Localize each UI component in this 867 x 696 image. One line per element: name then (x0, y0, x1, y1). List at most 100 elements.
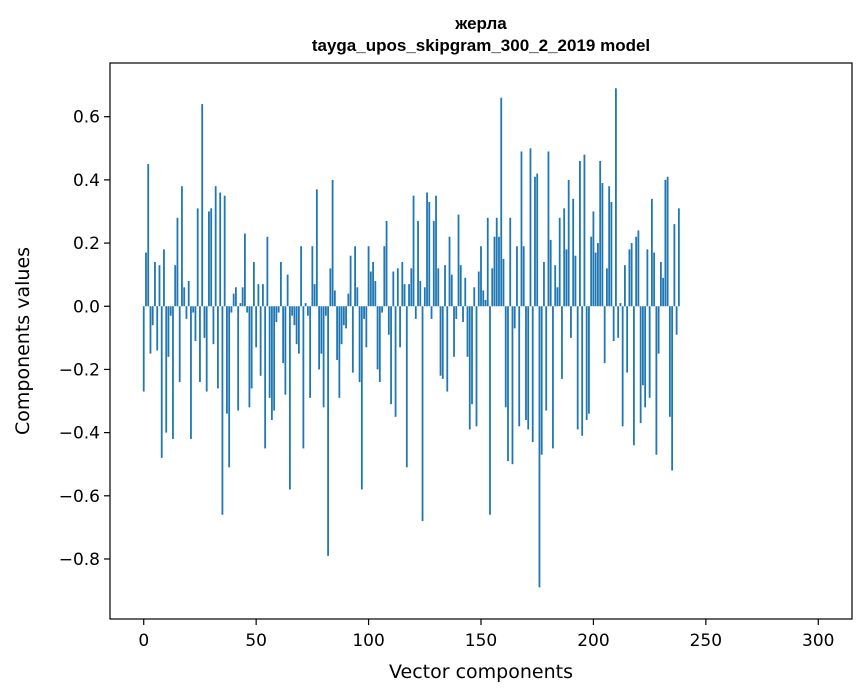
bar (302, 306, 305, 449)
bar (369, 271, 372, 307)
bar (565, 249, 568, 307)
bar (385, 220, 388, 307)
bar (615, 88, 617, 307)
bar (624, 265, 626, 307)
y-tick-label: 0.0 (73, 297, 100, 317)
bar (671, 306, 674, 471)
bar (423, 287, 426, 307)
bar (668, 306, 671, 417)
bar (356, 287, 359, 307)
bar (324, 306, 327, 316)
bar (378, 306, 381, 383)
bar (313, 284, 316, 307)
bar (246, 306, 249, 313)
bar (262, 284, 264, 307)
bar (279, 262, 282, 307)
bar (306, 306, 309, 316)
bar (558, 217, 561, 307)
bar (471, 306, 473, 405)
bar (320, 306, 323, 354)
bar (502, 258, 505, 307)
bar (630, 243, 633, 307)
bar (435, 195, 437, 307)
bar (387, 306, 390, 335)
bar (345, 306, 347, 329)
bar (232, 293, 235, 307)
bar (500, 97, 503, 307)
bar (365, 306, 368, 348)
bar (210, 208, 213, 307)
x-axis-label: Vector components (389, 661, 573, 683)
bar (448, 236, 451, 307)
bar (610, 202, 613, 307)
y-tick-label: −0.6 (59, 487, 100, 507)
bar (455, 306, 458, 319)
bar (650, 198, 653, 307)
bar (601, 183, 604, 307)
bar (253, 262, 255, 307)
bar (543, 262, 545, 307)
bar (450, 274, 453, 307)
bar (156, 306, 159, 351)
bar (405, 306, 408, 468)
bar (583, 154, 586, 307)
bar (288, 306, 291, 490)
bar (212, 306, 215, 345)
bar (275, 306, 278, 323)
bar (536, 173, 539, 307)
bar (653, 252, 656, 307)
bar (244, 233, 246, 307)
bar (291, 306, 294, 316)
bar (273, 306, 276, 411)
bar (331, 179, 334, 307)
bar (538, 306, 541, 588)
bar (311, 246, 314, 307)
bar (574, 255, 577, 307)
bar (315, 189, 318, 307)
bar (590, 236, 593, 307)
x-tick-label: 200 (577, 631, 609, 651)
bar (329, 268, 332, 307)
bar (628, 249, 631, 307)
bar (462, 306, 464, 323)
bar (226, 306, 228, 414)
bar (403, 284, 406, 307)
bar (677, 208, 680, 307)
bar (194, 306, 197, 341)
bar (509, 217, 512, 307)
bar (522, 246, 525, 307)
bar (457, 214, 460, 307)
bar (516, 246, 518, 307)
bar (241, 287, 244, 307)
bar (230, 306, 233, 313)
bar (300, 246, 303, 307)
bar (192, 306, 195, 313)
bar (351, 306, 354, 373)
bar (270, 306, 273, 420)
bar (257, 284, 260, 307)
bar (327, 306, 329, 556)
bar (518, 306, 521, 427)
bar (480, 246, 482, 307)
bar (208, 211, 210, 307)
bar (214, 186, 217, 307)
bar (621, 306, 624, 427)
bar (183, 287, 186, 307)
y-tick-label: −0.4 (59, 424, 100, 444)
bar (608, 186, 611, 307)
bar (165, 306, 168, 433)
bar (268, 306, 271, 398)
bar (360, 306, 363, 490)
bar (414, 306, 417, 319)
bar (282, 306, 285, 364)
bar (358, 306, 361, 383)
bar (340, 306, 343, 345)
y-tick-label: −0.2 (59, 360, 100, 380)
bar (399, 306, 401, 348)
bar (167, 306, 170, 357)
bar (196, 208, 199, 307)
bar (199, 306, 201, 383)
bar (648, 306, 651, 398)
bar (473, 287, 476, 307)
bar (581, 306, 584, 436)
